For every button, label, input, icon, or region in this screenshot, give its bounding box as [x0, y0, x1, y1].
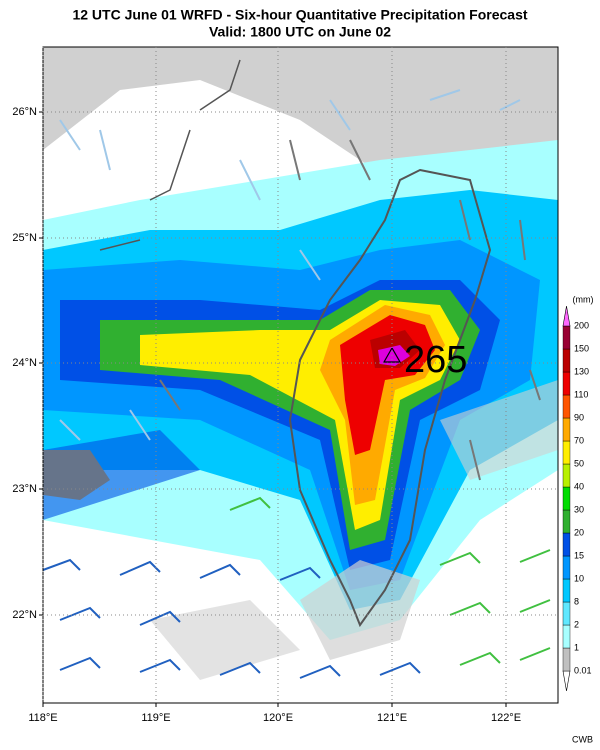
map: 26°N 25°N 24°N 23°N 22°N 118°E 119°E 120°E 121°E…	[12, 46, 559, 724]
colorbar-label: 70	[574, 435, 584, 445]
colorbar-label: 1	[574, 642, 579, 652]
colorbar-swatch	[562, 509, 571, 534]
colorbar-swatch	[562, 601, 571, 626]
colorbar-label: 15	[574, 550, 584, 560]
colorbar-label: 90	[574, 412, 584, 422]
colorbar-label: 8	[574, 596, 579, 606]
colorbar-swatch	[562, 647, 571, 672]
credit: CWB	[572, 734, 593, 744]
lat-label: 23°N	[12, 483, 37, 495]
title: 12 UTC June 01 WRFD - Six-hour Quantitat…	[72, 7, 527, 23]
lon-label: 119°E	[141, 712, 170, 724]
lon-label: 118°E	[28, 712, 57, 724]
colorbar-label: 200	[574, 320, 589, 330]
colorbar-swatch	[562, 348, 571, 373]
lat-label: 24°N	[12, 357, 37, 369]
subtitle: Valid: 1800 UTC on June 02	[209, 24, 391, 40]
colorbar-label: 10	[574, 573, 584, 583]
lat-label: 25°N	[12, 232, 37, 244]
lat-label: 26°N	[12, 106, 37, 118]
lon-label: 121°E	[377, 712, 407, 724]
colorbar-label: 130	[574, 366, 589, 376]
colorbar-swatch	[562, 325, 571, 350]
colorbar-swatch	[562, 486, 571, 511]
colorbar: 0.01 1 2 8 10 15 20 30 40 50 70 90 110 130 150 200	[562, 305, 592, 692]
lat-label: 22°N	[12, 609, 37, 621]
colorbar-swatch	[562, 371, 571, 396]
colorbar-swatch	[562, 532, 571, 557]
colorbar-label: 20	[574, 527, 584, 537]
max-label: 265	[404, 339, 467, 381]
colorbar-label: 0.01	[574, 665, 592, 675]
colorbar-label: 150	[574, 343, 589, 353]
colorbar-swatch	[562, 624, 571, 649]
lon-label: 120°E	[263, 712, 293, 724]
colorbar-label: 2	[574, 619, 579, 629]
colorbar-end	[562, 305, 571, 327]
colorbar-swatch	[562, 440, 571, 465]
colorbar-swatch	[562, 417, 571, 442]
colorbar-label: 110	[574, 389, 588, 399]
colorbar-swatch	[562, 578, 571, 603]
lon-label: 122°E	[491, 712, 521, 724]
colorbar-swatch	[562, 394, 571, 419]
precip-field	[43, 47, 558, 703]
colorbar-unit: (mm)	[573, 294, 594, 304]
colorbar-label: 50	[574, 458, 584, 468]
colorbar-end	[562, 670, 571, 692]
colorbar-swatch	[562, 555, 571, 580]
wind-barbs	[43, 89, 551, 679]
colorbar-swatch	[562, 463, 571, 488]
colorbar-label: 40	[574, 481, 584, 491]
colorbar-label: 30	[574, 504, 584, 514]
